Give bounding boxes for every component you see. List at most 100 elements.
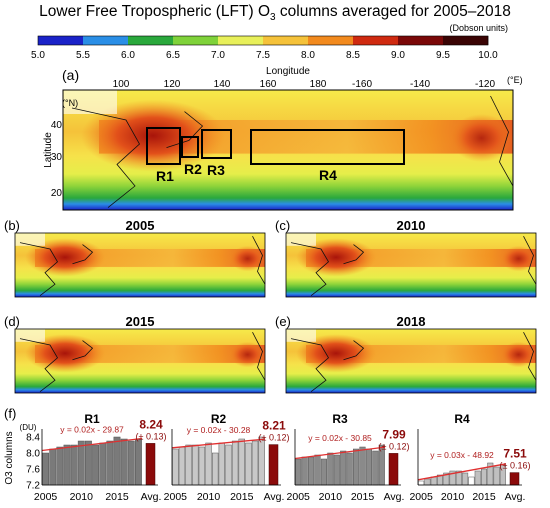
map-a-yunit: (°N) bbox=[62, 98, 78, 108]
bar-xtick-label: 2015 bbox=[351, 491, 375, 503]
ozone-map bbox=[286, 329, 536, 393]
bar bbox=[114, 437, 120, 485]
bar bbox=[418, 481, 423, 485]
bar bbox=[462, 473, 467, 485]
colorbar-segment bbox=[173, 36, 218, 45]
bar bbox=[315, 455, 321, 485]
bars-ytick-label: 7.2 bbox=[26, 481, 40, 492]
bar-xtick-label: 2010 bbox=[70, 491, 94, 503]
colorbar-tick-label: 6.0 bbox=[121, 50, 135, 61]
avg-value-label: 8.24 bbox=[139, 417, 163, 431]
map-a-xtick-label: 160 bbox=[260, 79, 277, 90]
bar bbox=[373, 451, 379, 485]
bar bbox=[259, 437, 265, 485]
bar-xtick-label: 2015 bbox=[472, 491, 496, 503]
panel-f-label: (f) bbox=[4, 406, 16, 421]
bar bbox=[328, 453, 334, 485]
colorbar-segment bbox=[443, 36, 488, 45]
colorbar-tick-label: 8.5 bbox=[346, 50, 360, 61]
map-a-xtick-label: 180 bbox=[310, 79, 327, 90]
bar-xtick-label: Avg. bbox=[384, 491, 405, 503]
avg-value-label: 8.21 bbox=[262, 419, 286, 433]
bar bbox=[321, 459, 327, 485]
map-land-mask bbox=[286, 233, 316, 246]
bar-panel-r4: R4 y = 0.03x - 48.92 7.51(± 0.16) 2005 2010 2… bbox=[409, 412, 530, 503]
map-a-ytick-label: 30 bbox=[51, 152, 63, 163]
avg-error-label: (± 0.12) bbox=[379, 441, 410, 451]
map-year-title: 2018 bbox=[397, 314, 426, 329]
colorbar-tick-label: 7.5 bbox=[256, 50, 270, 61]
region-label-r1: R1 bbox=[156, 168, 174, 184]
bar bbox=[100, 443, 106, 485]
bar bbox=[135, 439, 141, 485]
panel-label: (d) bbox=[4, 314, 20, 329]
colorbar-segment bbox=[353, 36, 398, 45]
ozone-map bbox=[63, 90, 513, 210]
bar-panel-r1: R1y = 0.02x - 29.87 8.24(± 0.13) 2005 2010 2… bbox=[34, 412, 167, 503]
bar bbox=[347, 453, 353, 485]
bar bbox=[494, 467, 499, 485]
avg-value-label: 7.99 bbox=[382, 427, 406, 441]
colorbar-segment bbox=[128, 36, 173, 45]
bar bbox=[425, 479, 430, 485]
bar bbox=[50, 449, 56, 485]
bar bbox=[172, 449, 178, 485]
ozone-map bbox=[286, 233, 536, 297]
avg-error-label: (± 0.16) bbox=[500, 461, 531, 471]
colorbar-segment bbox=[308, 36, 353, 45]
bar bbox=[431, 477, 436, 485]
bar bbox=[128, 441, 134, 485]
colorbar: 5.0 5.5 6.0 6.5 7.0 7.5 8.0 8.5 9.0 9.5 10.0 bbox=[31, 36, 498, 61]
map-land-mask bbox=[286, 329, 316, 342]
bar bbox=[334, 455, 340, 485]
bar bbox=[366, 449, 372, 485]
bar-panel-r3: R3y = 0.02x - 30.85 7.99(± 0.12)2005 2010 2… bbox=[287, 412, 410, 503]
bar bbox=[226, 445, 232, 485]
bars-yunit: (DU) bbox=[20, 423, 37, 432]
bar bbox=[212, 453, 218, 485]
map-year-title: 2010 bbox=[397, 218, 426, 233]
bar-xtick-label: 2010 bbox=[319, 491, 343, 503]
region-label-r4: R4 bbox=[319, 167, 337, 183]
bar-xtick-label: 2005 bbox=[164, 491, 188, 503]
bar bbox=[206, 443, 212, 485]
colorbar-tick-label: 9.5 bbox=[436, 50, 450, 61]
bar bbox=[360, 447, 366, 485]
bar-panel-title: R3 bbox=[332, 412, 348, 426]
bar-xtick-label: 2010 bbox=[197, 491, 221, 503]
bar bbox=[121, 439, 127, 485]
colorbar-tick-label: 5.0 bbox=[31, 50, 45, 61]
map-year-title: 2015 bbox=[126, 314, 155, 329]
bar bbox=[199, 447, 205, 485]
bar bbox=[252, 441, 258, 485]
bar bbox=[340, 451, 346, 485]
panel-a-label: (a) bbox=[62, 67, 79, 83]
panel-label: (c) bbox=[275, 218, 290, 233]
bars-ytick-label: 8.0 bbox=[26, 449, 40, 460]
colorbar-tick-label: 7.0 bbox=[211, 50, 225, 61]
region-label-r2: R2 bbox=[184, 161, 202, 177]
map-a-ytick-label: 20 bbox=[51, 188, 63, 199]
bar-xtick-label: 2005 bbox=[34, 491, 58, 503]
avg-bar bbox=[146, 443, 155, 485]
bars-ylabel: O3 columns bbox=[4, 431, 15, 484]
bar bbox=[78, 441, 84, 485]
map-land-mask bbox=[15, 233, 45, 246]
map-a-xtick-label: 120 bbox=[164, 79, 181, 90]
bar bbox=[308, 457, 314, 485]
avg-error-label: (± 0.13) bbox=[136, 431, 167, 441]
map-hotspot-america bbox=[450, 114, 513, 162]
map-a-xtick-label: -120 bbox=[475, 79, 495, 90]
bar-xtick-label: 2005 bbox=[287, 491, 311, 503]
avg-bar bbox=[510, 473, 519, 485]
colorbar-tick-label: 9.0 bbox=[391, 50, 405, 61]
bar bbox=[85, 441, 91, 485]
avg-value-label: 7.51 bbox=[503, 447, 527, 461]
bar bbox=[469, 477, 474, 485]
map-land-mask bbox=[15, 329, 45, 342]
bar-xtick-label: 2015 bbox=[230, 491, 254, 503]
bar bbox=[57, 447, 63, 485]
colorbar-tick-label: 6.5 bbox=[166, 50, 180, 61]
